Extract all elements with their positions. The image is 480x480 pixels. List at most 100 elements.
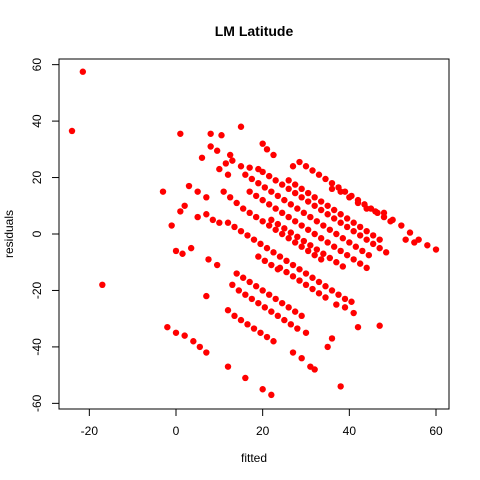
data-point	[252, 283, 260, 290]
data-point	[322, 175, 329, 183]
data-point	[255, 253, 262, 260]
data-point	[411, 239, 418, 246]
data-point	[244, 321, 251, 328]
data-point	[255, 299, 262, 307]
data-point	[252, 213, 260, 221]
data-point	[348, 298, 355, 305]
data-point	[239, 205, 247, 212]
data-point	[356, 223, 364, 231]
data-point	[220, 188, 227, 195]
data-point	[185, 182, 193, 190]
data-point	[294, 233, 301, 241]
data-point	[270, 151, 277, 159]
data-point	[337, 211, 344, 218]
data-point	[265, 291, 273, 298]
data-point	[307, 242, 314, 249]
data-point	[296, 158, 303, 166]
data-point	[424, 242, 431, 249]
data-point	[363, 236, 370, 243]
data-point	[291, 308, 299, 315]
data-point	[333, 301, 340, 308]
data-point	[311, 194, 318, 201]
data-point	[233, 199, 240, 207]
data-point	[291, 218, 299, 225]
data-point	[289, 273, 297, 280]
data-point	[237, 163, 245, 170]
data-point	[304, 226, 312, 233]
data-point	[257, 329, 264, 336]
data-point	[294, 205, 301, 212]
data-point	[159, 188, 167, 195]
data-point	[213, 261, 221, 269]
data-point	[207, 143, 214, 150]
data-point	[203, 211, 210, 218]
data-point	[317, 206, 325, 214]
data-point	[172, 329, 180, 336]
data-point	[307, 213, 314, 221]
x-tick-label: 60	[429, 424, 443, 438]
data-point	[315, 171, 323, 178]
data-point	[259, 140, 266, 147]
data-point	[298, 185, 305, 193]
data-point	[196, 343, 204, 351]
data-point	[272, 295, 279, 303]
data-point	[406, 229, 414, 236]
data-point	[242, 291, 249, 298]
data-point	[268, 216, 275, 224]
data-point	[376, 236, 383, 243]
data-point	[285, 185, 292, 193]
y-tick-label: -20	[30, 281, 44, 299]
data-point	[315, 278, 323, 286]
data-point	[346, 239, 353, 246]
data-point	[298, 354, 305, 362]
data-point	[372, 208, 379, 215]
data-point	[179, 250, 186, 257]
data-point	[242, 171, 249, 178]
data-point	[263, 333, 271, 341]
data-point	[311, 202, 318, 209]
x-tick-label: 40	[343, 424, 357, 438]
data-point	[289, 163, 297, 170]
data-point	[237, 227, 245, 235]
data-point	[222, 160, 230, 167]
data-point	[250, 325, 258, 332]
data-point	[304, 189, 312, 197]
y-tick-label: 40	[30, 114, 44, 128]
y-axis-label: residuals	[2, 210, 16, 258]
data-point	[356, 260, 364, 267]
y-tick-label: -60	[30, 394, 44, 412]
data-point	[296, 277, 303, 284]
data-point	[261, 184, 269, 191]
data-point	[328, 287, 336, 294]
data-point	[203, 349, 210, 356]
data-point	[309, 285, 316, 293]
data-point	[99, 281, 106, 289]
data-point	[302, 281, 310, 289]
data-point	[248, 295, 256, 303]
data-point	[343, 251, 351, 259]
data-point	[259, 218, 266, 225]
y-tick-label: 20	[30, 171, 44, 185]
y-tick-label: 0	[30, 230, 44, 237]
data-point	[376, 244, 383, 252]
data-point	[296, 266, 303, 273]
data-point	[352, 243, 360, 250]
data-point	[68, 127, 76, 135]
data-point	[242, 374, 249, 382]
data-point	[298, 243, 305, 250]
data-point	[181, 332, 188, 339]
x-tick-label: -20	[81, 424, 99, 438]
data-point	[363, 264, 370, 272]
data-point	[294, 325, 301, 332]
data-point	[255, 179, 262, 187]
x-axis: -20 0 20 40 60	[81, 409, 443, 438]
data-point	[326, 226, 334, 233]
data-point	[324, 202, 331, 209]
data-point	[246, 188, 253, 195]
data-point	[218, 132, 225, 139]
data-point	[311, 230, 318, 238]
data-point	[190, 338, 197, 345]
data-point	[261, 304, 269, 311]
data-point	[341, 304, 349, 311]
